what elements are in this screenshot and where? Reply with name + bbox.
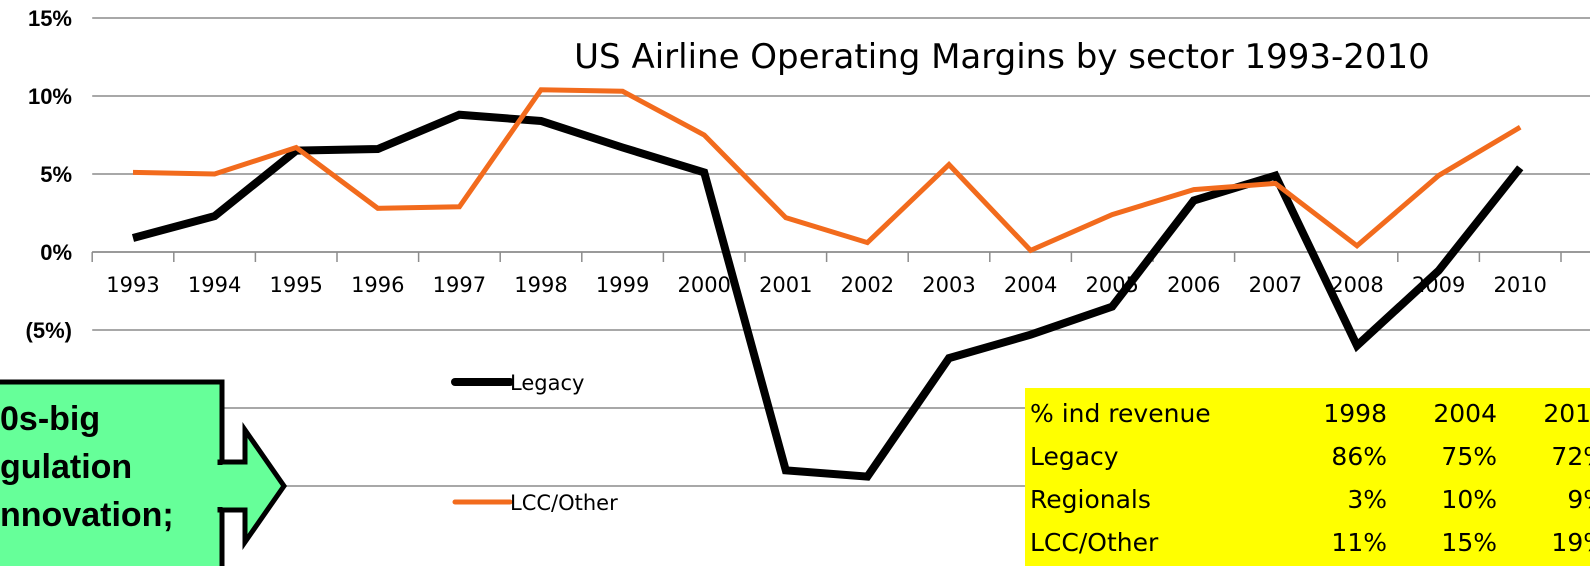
y-tick-label: 0%: [40, 240, 72, 265]
legend-label: Legacy: [510, 371, 584, 395]
x-tick-label: 1996: [351, 273, 404, 297]
y-tick-label: (5%): [26, 318, 72, 343]
y-tick-label: 15%: [28, 6, 72, 31]
table-cell: 75%: [1441, 442, 1497, 471]
x-tick-label: 2001: [759, 273, 812, 297]
table-header: 2010: [1543, 399, 1590, 428]
table-cell: 72%: [1551, 442, 1590, 471]
x-tick-label: 2007: [1249, 273, 1302, 297]
x-tick-label: 2004: [1004, 273, 1057, 297]
table-cell: Regionals: [1030, 485, 1151, 514]
series-line: [131, 110, 1524, 481]
x-tick-label: 2003: [922, 273, 975, 297]
callout-text: gulation: [0, 448, 132, 486]
table-cell: Legacy: [1030, 442, 1119, 471]
callout: 0s-big gulation nnovation;: [0, 379, 288, 566]
chart-title: US Airline Operating Margins by sector 1…: [574, 37, 1430, 77]
callout-text: 0s-big: [0, 400, 100, 438]
x-tick-label: 2010: [1493, 273, 1546, 297]
callout-arrow: [217, 422, 288, 550]
x-tick-label: 1998: [514, 273, 567, 297]
table-header: 1998: [1323, 399, 1387, 428]
revenue-table: % ind revenue 1998 2004 2010 Legacy 86% 75% 72%…: [1025, 388, 1590, 566]
x-tick-label: 1995: [269, 273, 322, 297]
table-header: % ind revenue: [1030, 399, 1211, 428]
x-tick-label: 2002: [841, 273, 894, 297]
x-tick-label: 2006: [1167, 273, 1220, 297]
x-tick-label: 1993: [106, 273, 159, 297]
x-tick-label: 1997: [433, 273, 486, 297]
x-tick-label: 1994: [188, 273, 241, 297]
table-cell: LCC/Other: [1030, 528, 1159, 557]
callout-text: nnovation;: [0, 496, 174, 534]
table-cell: 19%: [1551, 528, 1590, 557]
table-header: 2004: [1433, 399, 1497, 428]
y-tick-label: 10%: [28, 84, 72, 109]
callout-joint: [216, 465, 224, 507]
y-tick-label: 5%: [40, 162, 72, 187]
table-cell: 15%: [1441, 528, 1497, 557]
table-cell: 3%: [1347, 485, 1387, 514]
table-cell: 9%: [1567, 485, 1590, 514]
table-cell: 10%: [1441, 485, 1497, 514]
x-tick-label: 1999: [596, 273, 649, 297]
callout-box: [0, 379, 225, 566]
table-cell: 11%: [1331, 528, 1387, 557]
table-cell: 86%: [1331, 442, 1387, 471]
table-background: [1025, 388, 1590, 566]
x-tick-label: 2008: [1330, 273, 1383, 297]
legend-label: LCC/Other: [510, 491, 618, 515]
x-tick-label: 2000: [677, 273, 730, 297]
series-line: [132, 87, 1522, 254]
